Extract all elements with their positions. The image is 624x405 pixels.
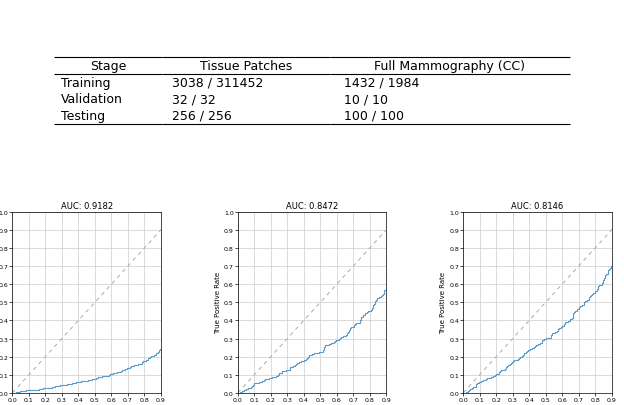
Y-axis label: True Positive Rate: True Positive Rate: [215, 272, 221, 334]
Y-axis label: True Positive Rate: True Positive Rate: [441, 272, 446, 334]
Title: AUC: 0.8146: AUC: 0.8146: [511, 201, 563, 210]
Title: AUC: 0.9182: AUC: 0.9182: [61, 201, 113, 210]
Title: AUC: 0.8472: AUC: 0.8472: [286, 201, 338, 210]
